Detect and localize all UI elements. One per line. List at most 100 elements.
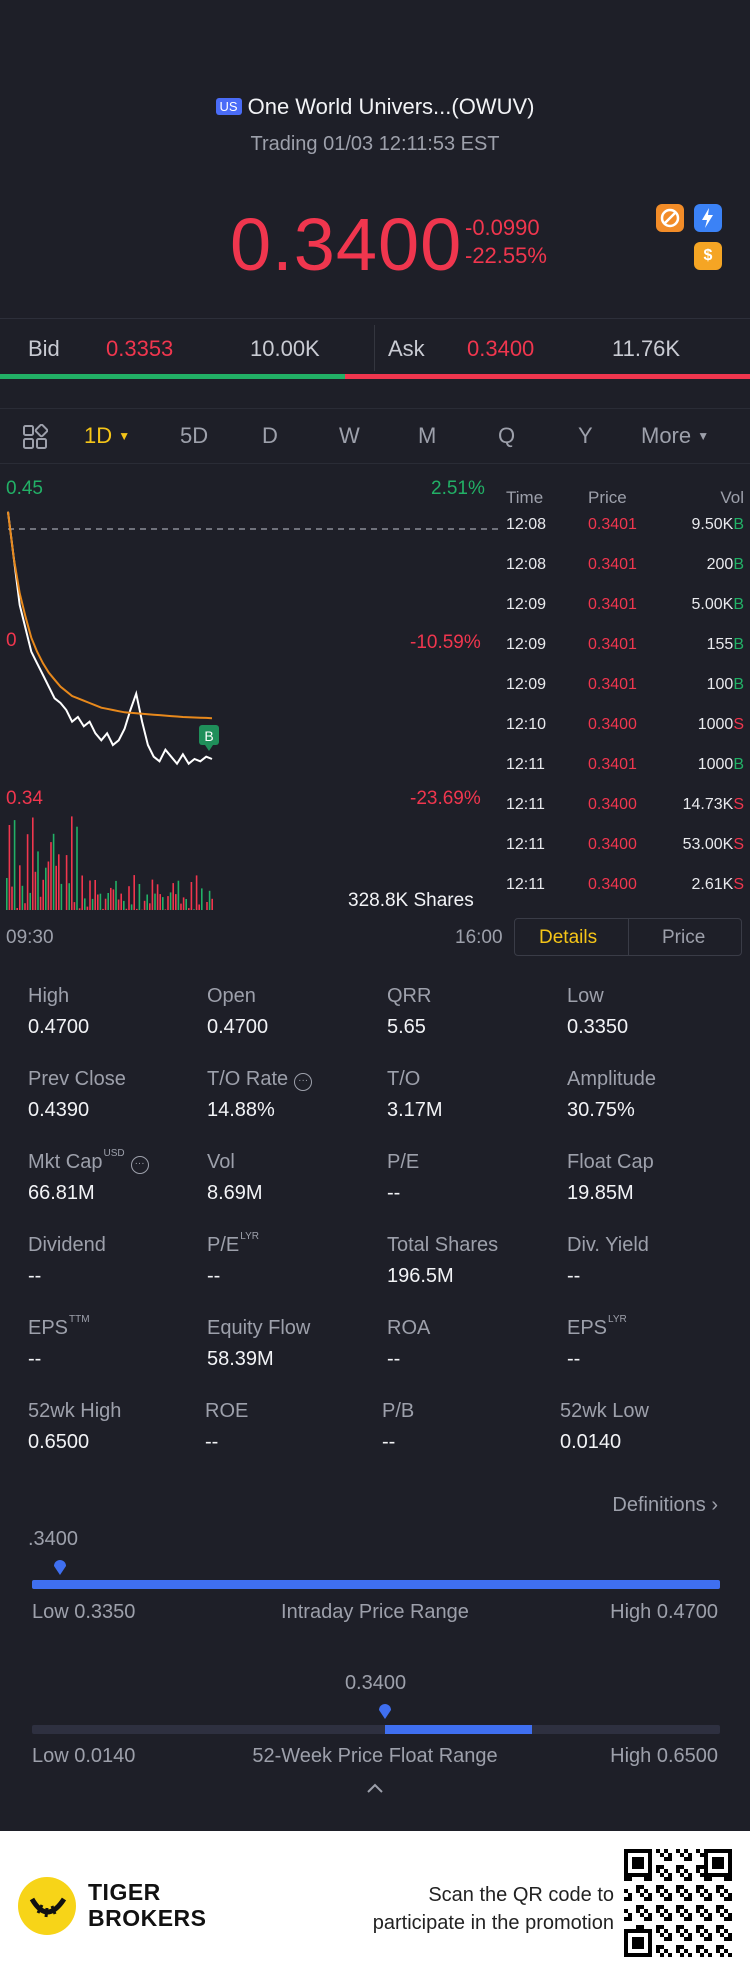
volume-bar (177, 880, 180, 910)
tab-q[interactable]: Q (498, 423, 516, 448)
stock-title: US One World Univers...(OWUV) (0, 94, 750, 120)
volume-bar (91, 898, 94, 910)
brand-name: TIGER BROKERS (88, 1879, 207, 1931)
trade-volume-value: 1000 (697, 716, 734, 733)
stat-label: T/O (387, 1068, 443, 1091)
stat-label: 52wk High (28, 1400, 121, 1423)
stat-label: T/O Rate ··· (207, 1068, 313, 1091)
tab-price[interactable]: Price (662, 927, 706, 948)
volume-bar (89, 880, 91, 910)
stat-eps-ttm: EPSTTM -- (28, 1314, 90, 1371)
intraday-range-track (32, 1580, 720, 1589)
volume-bar (198, 904, 200, 910)
col-price: Price (588, 488, 627, 507)
volume-bar (112, 889, 115, 910)
ask-label: Ask (388, 336, 425, 361)
info-icon[interactable]: ··· (294, 1073, 313, 1091)
volume-bar (78, 908, 81, 910)
volume-bar (193, 909, 195, 910)
qr-code[interactable] (624, 1849, 732, 1957)
trade-ticker[interactable]: Time Price Vol 12:08 0.3401 9.50KB 12:08 0.3… (500, 484, 750, 912)
stat-label-text: T/O Rate (207, 1068, 289, 1090)
volume-bar (97, 894, 99, 910)
stat-label-text: Float Cap (567, 1151, 654, 1173)
volume-bar (39, 896, 42, 910)
volume-bar (24, 903, 26, 910)
volume-bar (99, 893, 102, 910)
trade-volume-value: 14.73K (682, 796, 734, 813)
stat-prev-close: Prev Close 0.4390 (28, 1068, 126, 1122)
stat-label-text: 52wk High (28, 1400, 122, 1422)
tab-m[interactable]: M (418, 423, 437, 448)
chevron-up-icon[interactable] (366, 1782, 384, 1794)
trade-volume: 2.61KS (692, 876, 744, 894)
period-tabs: 1D ▼ 5D D W M Q Y More ▼ (0, 408, 750, 464)
stat-label-text: P/B (382, 1400, 415, 1422)
stat-label: Float Cap (567, 1151, 654, 1174)
tab-w[interactable]: W (339, 423, 360, 448)
week52-low: Low 0.0140 (32, 1745, 136, 1767)
trade-row: 12:11 0.3400 53.00KS (500, 832, 750, 872)
y-tick-high-pct: 2.51% (431, 478, 485, 499)
tab-1d[interactable]: 1D ▼ (84, 423, 130, 449)
trade-price: 0.3401 (588, 516, 637, 533)
volume-bar (8, 825, 11, 910)
tab-5d[interactable]: 5D (180, 423, 209, 448)
stat-value: 0.3350 (567, 1016, 629, 1038)
stat-52wk-high: 52wk High 0.6500 (28, 1400, 121, 1454)
trading-status: Trading 01/03 12:11:53 EST (250, 133, 500, 155)
volume-bar (123, 900, 125, 910)
stat-value: 3.17M (387, 1099, 443, 1121)
intraday-chart[interactable]: 0.45 2.51% 0 -10.59% 0.34 -23.69% B 328.… (0, 470, 505, 960)
stat-value: 196.5M (387, 1265, 454, 1287)
grid-icon[interactable] (22, 424, 48, 450)
stat-label: P/B (382, 1400, 414, 1423)
ask-price: 0.3400 (467, 336, 535, 361)
no-sign-icon[interactable] (656, 204, 684, 232)
y-tick-mid: 0 (6, 630, 17, 651)
week52-high: High 0.6500 (610, 1745, 718, 1767)
stat-label-sup: LYR (240, 1231, 259, 1242)
volume-bar (185, 899, 187, 910)
trade-row: 12:08 0.3401 9.50KB (500, 512, 750, 552)
volume-bar (107, 893, 109, 910)
trade-header: Time Price Vol (500, 484, 750, 512)
stat-label: Div. Yield (567, 1234, 649, 1257)
trade-side: S (733, 836, 744, 853)
tab-details[interactable]: Details (539, 927, 598, 948)
volume-bar (102, 908, 104, 910)
stat-value: 30.75% (567, 1099, 635, 1121)
stat-value: 0.4700 (207, 1016, 269, 1038)
stat-value: 14.88% (207, 1099, 275, 1121)
volume-bar (29, 892, 31, 910)
tab-y[interactable]: Y (578, 423, 593, 448)
ask-size: 11.76K (612, 336, 681, 361)
stat-label: Vol (207, 1151, 263, 1174)
tab-d[interactable]: D (262, 423, 278, 448)
volume-bar (208, 890, 211, 910)
volume-bar (47, 861, 50, 910)
trade-row: 12:09 0.3401 100B (500, 672, 750, 712)
stat-52wk-low: 52wk Low 0.0140 (560, 1400, 649, 1454)
stat-low: Low 0.3350 (567, 985, 628, 1039)
flash-icon[interactable] (694, 204, 722, 232)
stat-label-text: T/O (387, 1068, 421, 1090)
trade-side: B (733, 636, 744, 653)
quote-header: US One World Univers...(OWUV) Trading 01/… (0, 0, 750, 318)
stat-label: Amplitude (567, 1068, 656, 1091)
dollar-icon[interactable]: $ (694, 242, 722, 270)
trade-volume: 200B (707, 556, 744, 574)
tab-more[interactable]: More ▼ (641, 423, 709, 449)
change-percent: -22.55% (465, 243, 547, 268)
trade-volume-value: 53.00K (682, 836, 734, 853)
intraday-current: .3400 (28, 1528, 79, 1550)
volume-bar (115, 880, 117, 910)
stat-value: 0.0140 (560, 1431, 622, 1453)
stat-value: -- (207, 1265, 221, 1287)
volume-bar (71, 816, 73, 910)
tiger-logo (18, 1877, 76, 1935)
trade-side: S (733, 876, 744, 893)
bid-volume-bar (0, 374, 345, 379)
definitions-link[interactable]: Definitions › (612, 1494, 718, 1517)
info-icon[interactable]: ··· (130, 1156, 149, 1174)
